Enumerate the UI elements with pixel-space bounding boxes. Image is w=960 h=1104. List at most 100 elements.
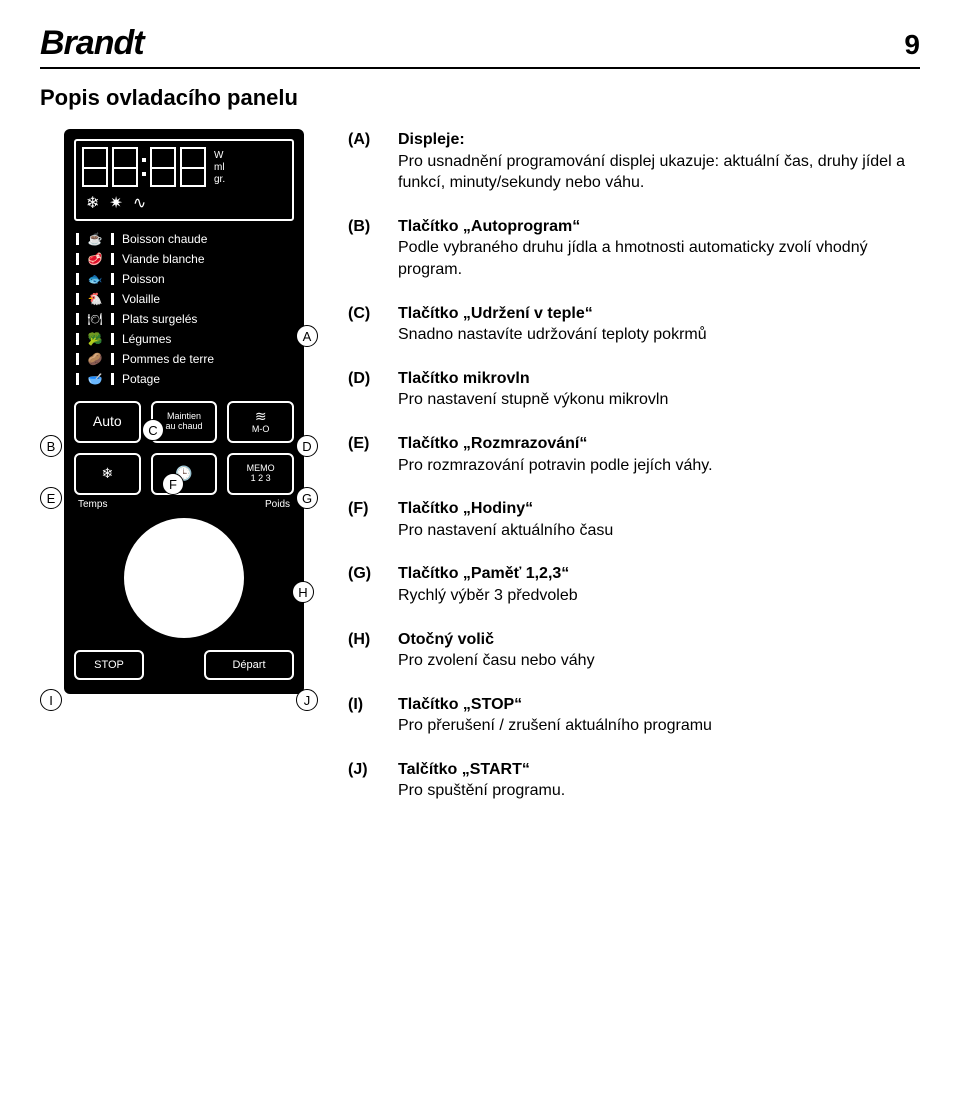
desc-title: Tlačítko „Autoprogram“: [398, 218, 580, 235]
desc-text: Pro rozmrazování potravin podle jejích v…: [398, 457, 713, 474]
page-header: Brandt 9: [40, 24, 920, 69]
desc-key: (G): [348, 563, 384, 606]
desc-body: Otočný volič Pro zvolení času nebo váhy: [398, 629, 920, 672]
soup-icon: 🥣: [87, 372, 103, 386]
list-item: 🐟Poisson: [76, 269, 294, 289]
unit-w: W: [214, 150, 225, 161]
desc-text: Pro spuštění programu.: [398, 782, 565, 799]
list-item: 🐔 Volaille: [76, 289, 294, 309]
bottom-button-row: STOP Départ: [74, 650, 294, 680]
desc-body: Tlačítko „Hodiny“ Pro nastavení aktuální…: [398, 498, 920, 541]
desc-key: (H): [348, 629, 384, 672]
meat-icon: 🥩: [87, 252, 103, 266]
digit: [180, 147, 206, 187]
callout-a: A: [296, 325, 318, 347]
desc-item: (I) Tlačítko „STOP“ Pro přerušení / zruš…: [348, 694, 920, 737]
food-label: Pommes de terre: [122, 352, 214, 366]
section-title: Popis ovladacího panelu: [40, 85, 920, 111]
poultry-icon: 🐔: [87, 292, 103, 306]
frozen-dish-icon: 🍽: [87, 312, 103, 326]
desc-text: Pro zvolení času nebo váhy: [398, 652, 595, 669]
keep-warm-label-2: au chaud: [165, 422, 202, 432]
desc-key: (F): [348, 498, 384, 541]
clock-button[interactable]: 🕒: [151, 453, 218, 495]
food-program-list: ☕Boisson chaude 🥩Viande blanche 🐟Poisson…: [76, 229, 294, 389]
desc-title: Talčítko „START“: [398, 761, 530, 778]
cup-icon: ☕: [87, 232, 103, 246]
button-row-2: ❄ 🕒 MEMO 1 2 3: [74, 453, 294, 495]
desc-text: Pro usnadnění programování displej ukazu…: [398, 153, 905, 192]
desc-item: (E) Tlačítko „Rozmrazování“ Pro rozmrazo…: [348, 433, 920, 476]
desc-key: (J): [348, 759, 384, 802]
memo-button[interactable]: MEMO 1 2 3: [227, 453, 294, 495]
stop-button[interactable]: STOP: [74, 650, 144, 680]
unit-ml: ml: [214, 162, 225, 173]
desc-item: (D) Tlačítko mikrovln Pro nastavení stup…: [348, 368, 920, 411]
callout-j: J: [296, 689, 318, 711]
start-label: Départ: [232, 659, 265, 671]
stop-label: STOP: [94, 659, 124, 671]
list-item: 🥔 Pommes de terre: [76, 349, 294, 369]
desc-key: (I): [348, 694, 384, 737]
microwave-button[interactable]: ≋ M-O: [227, 401, 294, 443]
list-item: ☕Boisson chaude: [76, 229, 294, 249]
desc-text: Pro nastavení aktuálního času: [398, 522, 613, 539]
desc-title: Tlačítko „Rozmrazování“: [398, 435, 587, 452]
desc-text: Snadno nastavíte udržování teploty pokrm…: [398, 326, 707, 343]
desc-key: (C): [348, 303, 384, 346]
callout-h: H: [292, 581, 314, 603]
food-label: Légumes: [122, 332, 171, 346]
description-list: (A) Displeje: Pro usnadnění programování…: [348, 129, 920, 824]
desc-key: (D): [348, 368, 384, 411]
temps-label: Temps: [78, 499, 107, 510]
defrost-button[interactable]: ❄: [74, 453, 141, 495]
desc-text: Pro nastavení stupně výkonu mikrovln: [398, 391, 668, 408]
mo-label: M-O: [252, 425, 270, 435]
desc-title: Tlačítko „Udržení v teple“: [398, 305, 593, 322]
auto-button[interactable]: Auto: [74, 401, 141, 443]
desc-body: Tlačítko „Rozmrazování“ Pro rozmrazování…: [398, 433, 920, 476]
button-row-1: Auto Maintien au chaud ≋ M-O: [74, 401, 294, 443]
rotary-dial[interactable]: [124, 518, 244, 638]
unit-gr: gr.: [214, 174, 225, 185]
desc-title: Tlačítko „Hodiny“: [398, 500, 533, 517]
callout-c: C: [142, 419, 164, 441]
digit: [82, 147, 108, 187]
display-mode-icons: ❄ ✷ ∿: [82, 193, 286, 213]
callout-b: B: [40, 435, 62, 457]
start-button[interactable]: Départ: [204, 650, 294, 680]
list-item: 🥣Potage: [76, 369, 294, 389]
desc-key: (A): [348, 129, 384, 194]
desc-body: Tlačítko mikrovln Pro nastavení stupně v…: [398, 368, 920, 411]
list-item: 🥩Viande blanche: [76, 249, 294, 269]
display-units: W ml gr.: [214, 150, 225, 185]
potato-icon: 🥔: [87, 352, 103, 366]
brand-logo: Brandt: [40, 24, 144, 63]
desc-item: (J) Talčítko „START“ Pro spuštění progra…: [348, 759, 920, 802]
desc-body: Displeje: Pro usnadnění programování dis…: [398, 129, 920, 194]
desc-text: Podle vybraného druhu jídla a hmotnosti …: [398, 239, 868, 278]
digit: [150, 147, 176, 187]
display-box: W ml gr. ❄ ✷ ∿: [74, 139, 294, 221]
food-label: Volaille: [122, 292, 160, 306]
control-panel: W ml gr. ❄ ✷ ∿ ☕Boisson chaude 🥩Viande b…: [64, 129, 304, 694]
auto-button-label: Auto: [93, 414, 122, 429]
desc-title: Otočný volič: [398, 631, 494, 648]
page-number: 9: [904, 29, 920, 61]
desc-item: (C) Tlačítko „Udržení v teple“ Snadno na…: [348, 303, 920, 346]
snowflake-icon: ❄: [101, 466, 113, 481]
desc-body: Tlačítko „Autoprogram“ Podle vybraného d…: [398, 216, 920, 281]
desc-body: Tlačítko „Udržení v teple“ Snadno nastav…: [398, 303, 920, 346]
list-item: 🥦Légumes: [76, 329, 294, 349]
desc-item: (A) Displeje: Pro usnadnění programování…: [348, 129, 920, 194]
list-item: 🍽 Plats surgelés: [76, 309, 294, 329]
desc-key: (B): [348, 216, 384, 281]
desc-item: (G) Tlačítko „Paměť 1,2,3“ Rychlý výběr …: [348, 563, 920, 606]
dial-labels: Temps Poids: [74, 499, 294, 510]
callout-e: E: [40, 487, 62, 509]
poids-label: Poids: [265, 499, 290, 510]
desc-title: Tlačítko „Paměť 1,2,3“: [398, 565, 569, 582]
food-label: Plats surgelés: [122, 312, 197, 326]
wave-icon: ≋: [255, 409, 267, 424]
fish-icon: 🐟: [87, 272, 103, 286]
